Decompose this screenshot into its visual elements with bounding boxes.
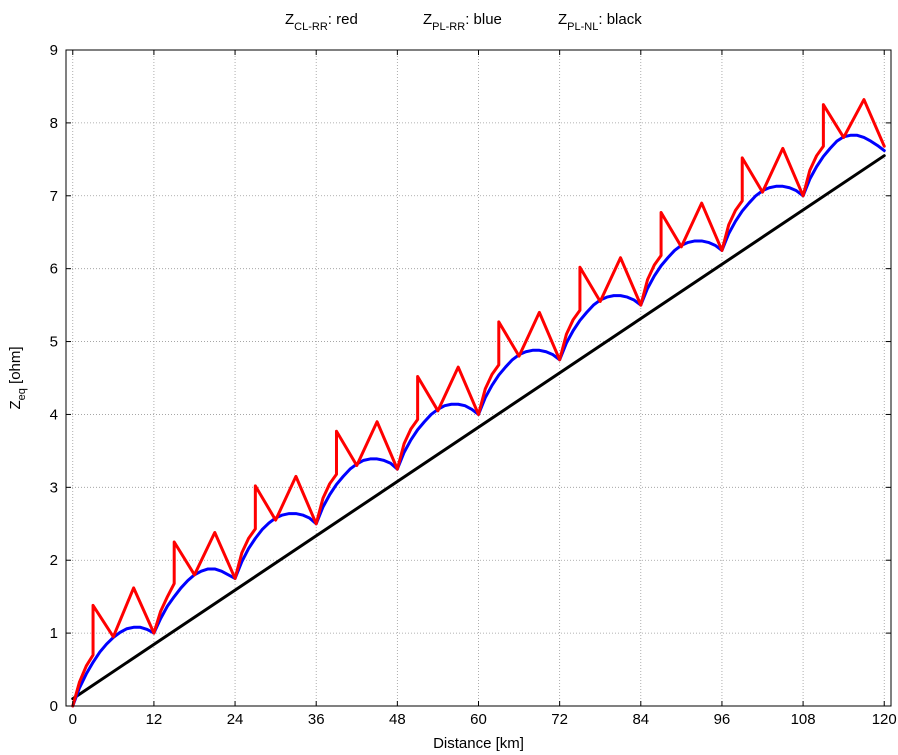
legend-entry-black: ZPL-NL: black — [558, 11, 642, 33]
y-tick-label: 4 — [50, 406, 58, 423]
x-tick-label: 24 — [227, 711, 244, 728]
y-tick-label: 7 — [50, 188, 58, 205]
y-tick-label: 8 — [50, 115, 58, 132]
y-tick-label: 1 — [50, 625, 58, 642]
y-tick-label: 2 — [50, 552, 58, 569]
x-tick-label: 108 — [791, 711, 816, 728]
x-tick-label: 96 — [714, 711, 731, 728]
title-legend: ZCL-RR: red ZPL-RR: blue ZPL-NL: black — [285, 11, 642, 33]
y-tick-label: 0 — [50, 698, 58, 715]
plot-frame — [65, 49, 892, 707]
y-axis-label: Zeq [ohm] — [7, 346, 28, 409]
series-line-black — [71, 154, 886, 701]
x-tick-label: 60 — [470, 711, 487, 728]
x-tick-label: 72 — [551, 711, 568, 728]
y-tick-label: 6 — [50, 261, 58, 278]
x-tick-label: 84 — [632, 711, 649, 728]
x-tick-label: 120 — [872, 711, 897, 728]
x-tick-label: 48 — [389, 711, 406, 728]
series-layer — [71, 98, 886, 708]
x-axis-label: Distance [km] — [433, 735, 524, 752]
grid — [66, 49, 891, 707]
series-line-red — [71, 98, 886, 708]
x-tick-label: 0 — [69, 711, 77, 728]
y-tick-label: 3 — [50, 479, 58, 496]
legend-entry-blue: ZPL-RR: blue — [423, 11, 502, 33]
x-tick-label: 12 — [146, 711, 163, 728]
x-tick-label: 36 — [308, 711, 325, 728]
y-tick-label: 9 — [50, 42, 58, 59]
y-tick-label: 5 — [50, 334, 58, 351]
legend-entry-red: ZCL-RR: red — [285, 11, 358, 33]
